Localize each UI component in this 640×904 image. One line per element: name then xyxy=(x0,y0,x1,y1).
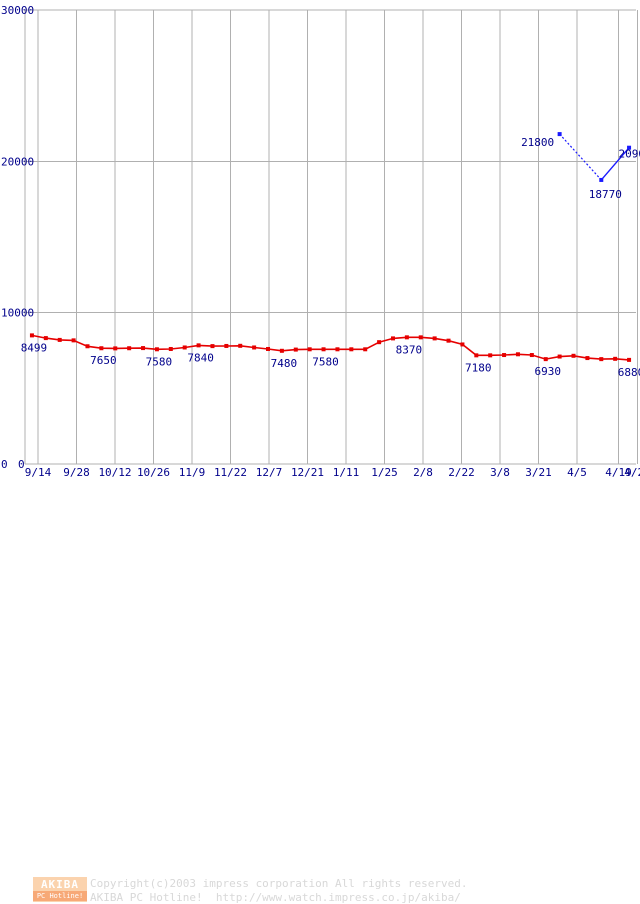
data-value-label: 7650 xyxy=(90,354,117,367)
data-point xyxy=(613,356,618,361)
x-axis-tick-labels: 9/14 9/28 10/12 10/26 11/9 11/22 12/7 12/21 1/11… xyxy=(25,466,640,479)
data-point xyxy=(210,344,215,349)
data-point xyxy=(585,356,590,361)
data-value-label: 7840 xyxy=(187,351,214,364)
vertical-gridlines xyxy=(25,10,638,465)
y-tick-label: 20000 xyxy=(1,155,34,168)
data-value-label: 7480 xyxy=(271,357,298,370)
data-point xyxy=(404,335,409,340)
data-value-label: 7580 xyxy=(312,355,339,368)
x-tick-label: 3/21 xyxy=(525,466,552,479)
data-point xyxy=(293,347,298,352)
price-history-line-chart: 0 10000 20000 30000 0 9/14 9/28 10/12 10/26 11/9… xyxy=(1,4,640,479)
y-axis-tick-labels: 0 10000 20000 30000 0 xyxy=(1,4,34,471)
blue-series-line xyxy=(559,133,630,181)
blue-series-points xyxy=(557,132,632,182)
data-point xyxy=(543,357,548,362)
y-tick-label-zero: 0 xyxy=(18,458,25,471)
data-point xyxy=(335,347,340,352)
data-point xyxy=(154,347,159,352)
x-tick-label: 4/5 xyxy=(567,466,587,479)
y-tick-label: 30000 xyxy=(1,4,34,17)
data-point xyxy=(349,347,354,352)
data-point xyxy=(29,333,34,338)
x-tick-label: 4/26 xyxy=(624,466,640,479)
x-tick-label: 12/7 xyxy=(256,466,283,479)
data-point xyxy=(515,352,520,357)
red-series-points xyxy=(29,333,632,362)
y-tick-label: 0 xyxy=(1,458,8,471)
x-tick-label: 9/28 xyxy=(63,466,90,479)
data-point xyxy=(113,346,118,351)
data-value-label: 20900 xyxy=(618,148,640,161)
red-series-line xyxy=(31,334,630,361)
data-point xyxy=(43,336,48,341)
data-point xyxy=(321,347,326,352)
x-tick-label: 1/11 xyxy=(333,466,360,479)
x-tick-label: 2/22 xyxy=(448,466,475,479)
data-point xyxy=(557,354,562,359)
data-value-label: 6930 xyxy=(534,365,561,378)
x-tick-label: 9/14 xyxy=(25,466,52,479)
data-point xyxy=(224,343,229,348)
x-tick-label: 11/22 xyxy=(214,466,247,479)
akiba-logo-subtitle: PC Hotline! xyxy=(33,891,87,901)
data-point xyxy=(182,345,187,350)
copyright-line: Copyright(c)2003 impress corporation All… xyxy=(90,877,468,890)
horizontal-gridlines xyxy=(24,9,636,465)
data-point xyxy=(529,353,534,358)
data-point xyxy=(599,177,604,182)
x-tick-label: 2/8 xyxy=(413,466,433,479)
data-point xyxy=(252,345,257,350)
data-value-label: 6880 xyxy=(618,366,640,379)
data-point xyxy=(488,353,493,358)
data-value-label: 21800 xyxy=(521,136,554,149)
data-point xyxy=(474,353,479,358)
data-point xyxy=(377,340,382,345)
data-point xyxy=(71,338,76,343)
blue-series-value-labels: 21800 18770 20900 xyxy=(521,136,640,201)
data-point xyxy=(168,346,173,351)
data-point xyxy=(390,336,395,341)
data-point xyxy=(266,346,271,351)
data-point xyxy=(460,342,465,347)
x-tick-label: 3/8 xyxy=(490,466,510,479)
x-tick-label: 12/21 xyxy=(291,466,324,479)
akiba-logo: AKIBA PC Hotline! xyxy=(33,877,87,902)
x-tick-label: 11/9 xyxy=(179,466,206,479)
red-series-value-labels: 8499 7650 7580 7840 7480 7580 8370 7180 6930 6880 xyxy=(21,341,640,379)
data-point xyxy=(571,353,576,358)
site-url-line: AKIBA PC Hotline! http://www.watch.impre… xyxy=(90,891,461,904)
akiba-logo-title: AKIBA xyxy=(40,878,80,891)
data-point xyxy=(446,338,451,343)
data-point xyxy=(238,343,243,348)
data-point xyxy=(502,353,507,358)
data-value-label: 7580 xyxy=(146,355,173,368)
data-point xyxy=(196,343,201,348)
data-point xyxy=(418,335,423,340)
x-tick-label: 4/19 xyxy=(605,466,632,479)
data-value-label: 7180 xyxy=(465,361,492,374)
data-point xyxy=(127,346,132,351)
y-tick-label: 10000 xyxy=(1,307,34,320)
data-point xyxy=(307,347,312,352)
data-point xyxy=(57,337,62,342)
x-tick-label: 10/12 xyxy=(98,466,131,479)
x-tick-label: 1/25 xyxy=(371,466,398,479)
data-point xyxy=(599,357,604,362)
data-value-label: 18770 xyxy=(589,188,622,201)
data-point xyxy=(279,348,284,353)
data-point xyxy=(363,347,368,352)
data-point xyxy=(432,336,437,341)
x-tick-label: 10/26 xyxy=(137,466,170,479)
data-point xyxy=(85,344,90,349)
data-point xyxy=(99,346,104,351)
data-value-label: 8370 xyxy=(396,343,423,356)
data-point xyxy=(627,145,632,150)
data-value-label: 8499 xyxy=(21,341,48,354)
chart-container: 0 10000 20000 30000 0 9/14 9/28 10/12 10/26 11/9… xyxy=(1,4,640,904)
data-point xyxy=(557,132,562,137)
data-point xyxy=(141,346,146,351)
data-point xyxy=(627,357,632,362)
